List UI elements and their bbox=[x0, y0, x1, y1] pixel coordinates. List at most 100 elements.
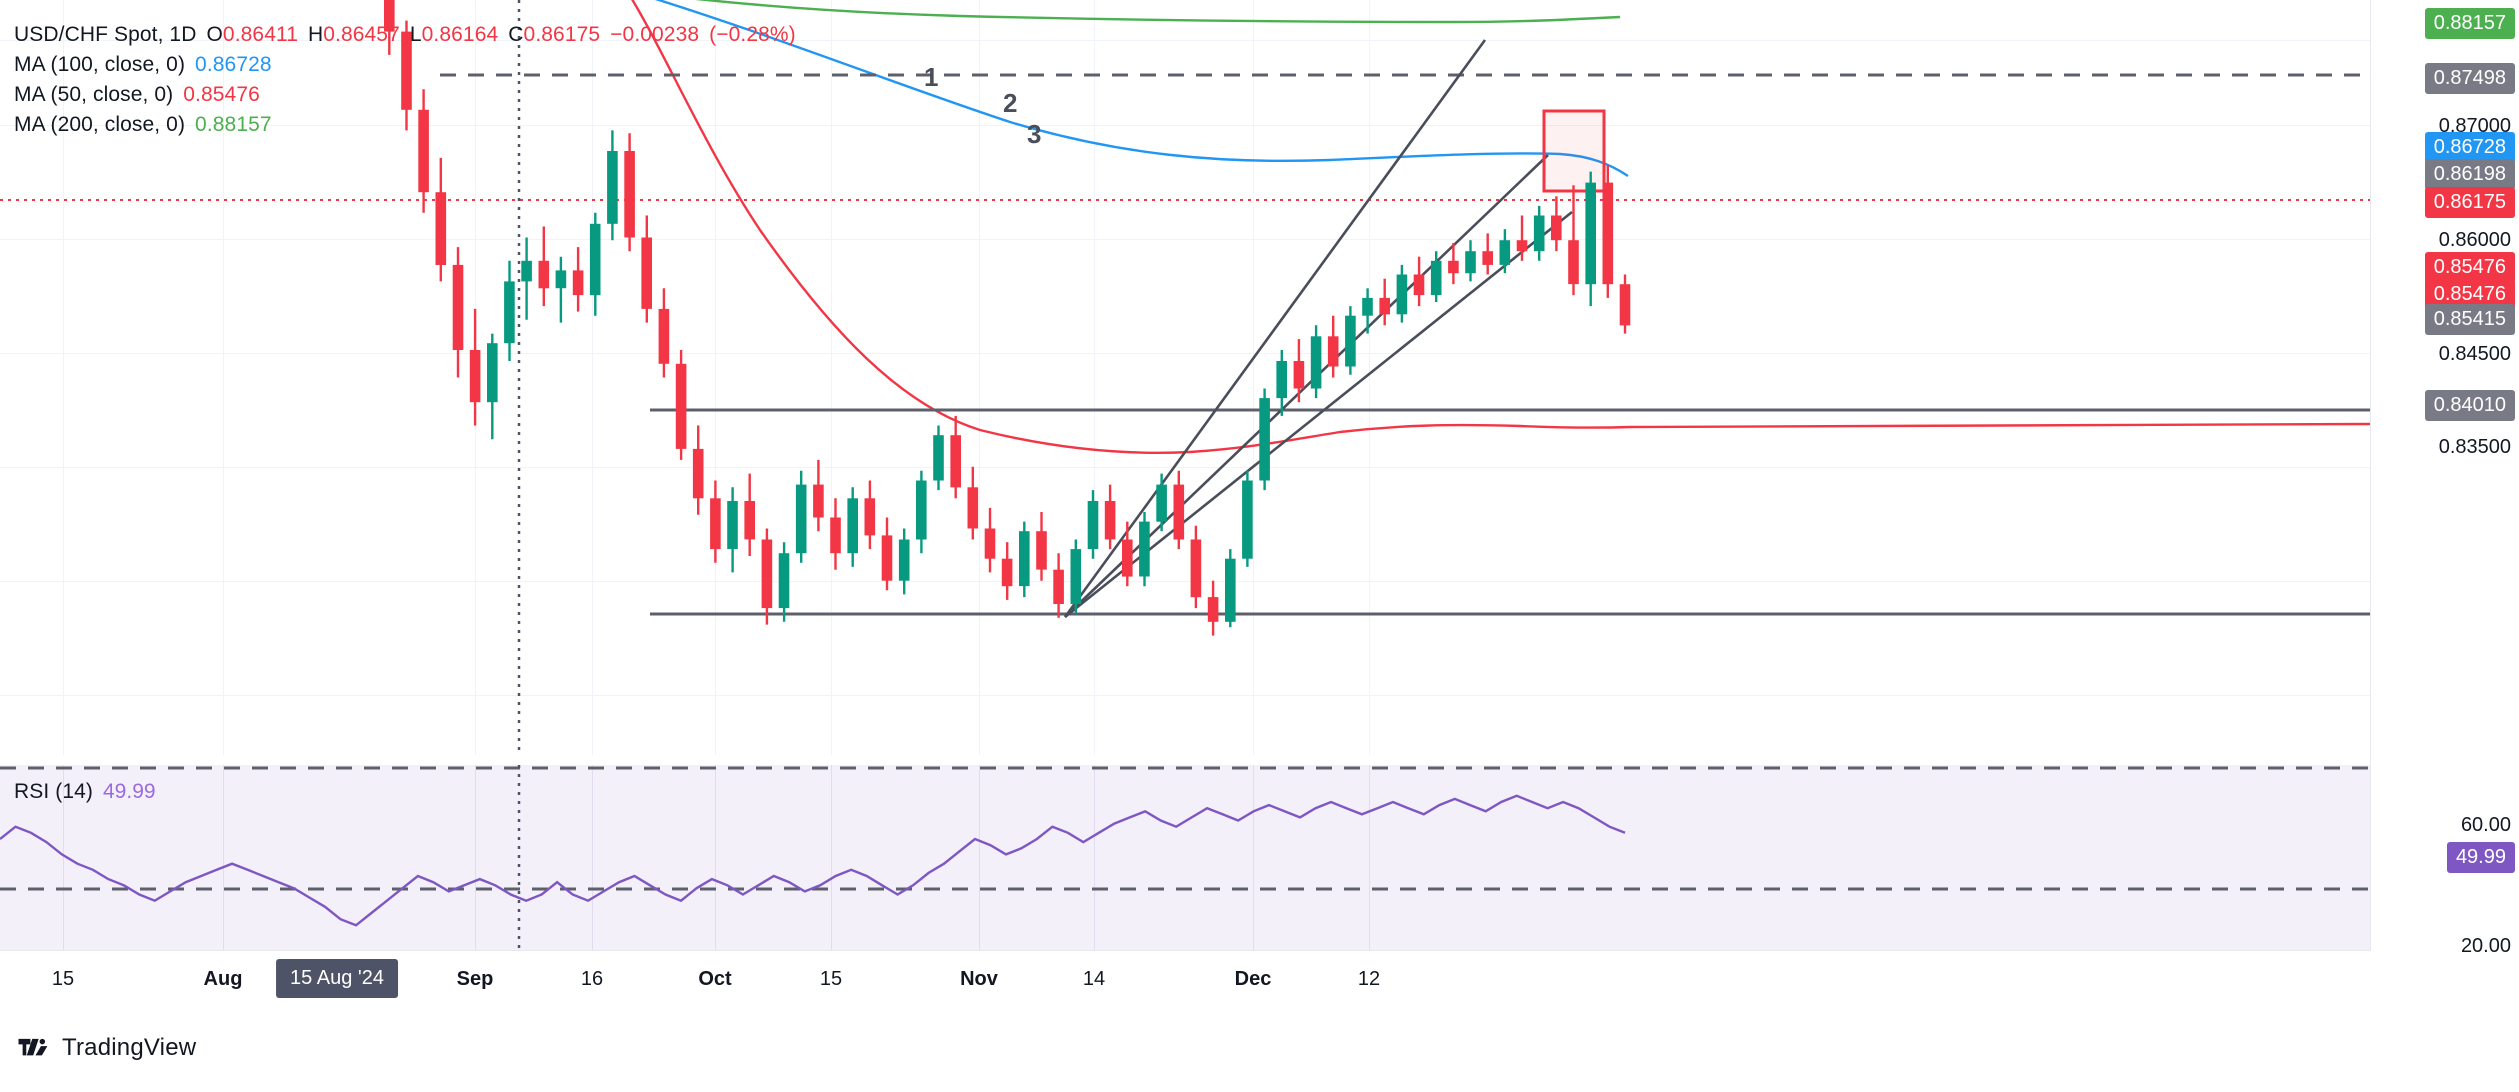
candle-body bbox=[795, 484, 807, 554]
candle-body bbox=[1413, 274, 1425, 296]
candle-body bbox=[984, 528, 996, 559]
candle-body bbox=[727, 501, 738, 549]
tradingview-logo-text: TradingView bbox=[62, 1034, 197, 1061]
price-tick-0.84500: 0.84500 bbox=[2438, 343, 2511, 365]
candle-body bbox=[1122, 539, 1133, 577]
candle-body bbox=[641, 237, 652, 309]
candle-body bbox=[1516, 240, 1528, 252]
candle-body bbox=[933, 435, 944, 481]
candle-body bbox=[452, 264, 464, 350]
candle-body bbox=[1139, 521, 1150, 577]
candle-body bbox=[1053, 569, 1064, 604]
candle-body bbox=[1568, 240, 1579, 285]
candle-body bbox=[1225, 558, 1236, 622]
candle-body bbox=[624, 151, 635, 238]
vertical-gridlines bbox=[63, 0, 1370, 755]
price-axis[interactable]: 0.87000 0.86000 0.84500 0.83500 0.88157 … bbox=[2370, 0, 2519, 956]
candle-body bbox=[1190, 539, 1202, 598]
candle-body bbox=[847, 498, 858, 554]
time-tick-6: Nov bbox=[960, 968, 998, 990]
footer: TradingView bbox=[0, 1022, 2519, 1092]
candle-body bbox=[401, 31, 412, 110]
candle-body bbox=[572, 270, 584, 296]
price-tick-0.83500: 0.83500 bbox=[2438, 436, 2511, 458]
candle-body bbox=[761, 539, 773, 609]
trendline-label-3: 3 bbox=[1027, 119, 1042, 149]
candle-body bbox=[555, 270, 567, 289]
price-badge-level-0.86198: 0.86198 bbox=[2424, 159, 2515, 190]
time-tick-4: Oct bbox=[698, 968, 732, 990]
trendline-label-2: 2 bbox=[1003, 88, 1018, 118]
price-chart-pane[interactable]: 1 2 3 bbox=[0, 0, 2371, 755]
ma200-line bbox=[694, 0, 1621, 24]
candle-body bbox=[1345, 315, 1356, 367]
candle-body bbox=[1019, 531, 1030, 587]
time-tick-1: Aug bbox=[203, 968, 243, 990]
rsi-name: RSI (14) bbox=[14, 780, 93, 803]
candle-body bbox=[1070, 549, 1082, 604]
candle-body bbox=[1619, 284, 1631, 326]
time-tick-2: Sep bbox=[456, 968, 494, 990]
candle-body bbox=[1310, 336, 1322, 389]
candle-body bbox=[813, 484, 824, 518]
candle-body bbox=[607, 151, 618, 224]
candle-body bbox=[1448, 260, 1459, 274]
price-badge-last-price: 0.86175 bbox=[2424, 187, 2515, 218]
candle-body bbox=[521, 260, 532, 282]
rsi-line bbox=[0, 794, 1626, 927]
candle-body bbox=[1259, 398, 1270, 481]
candle-body bbox=[1362, 297, 1373, 316]
candle-body bbox=[692, 448, 704, 499]
candle-body bbox=[658, 308, 670, 364]
candle-body bbox=[1087, 501, 1099, 549]
candle-body bbox=[1156, 484, 1167, 522]
candle-body bbox=[1242, 480, 1253, 559]
rsi-badge-value: 49.99 bbox=[2446, 842, 2515, 873]
rsi-legend[interactable]: RSI (14) 49.99 bbox=[14, 777, 156, 807]
candle-body bbox=[898, 539, 910, 581]
price-badge-ma50: 0.85476 bbox=[2424, 252, 2515, 283]
time-axis[interactable]: 15 Aug Sep 16 Oct 15 Nov 14 Dec 12 15 Au… bbox=[0, 950, 2371, 1012]
trendline-1 bbox=[1063, 39, 1487, 618]
candle-body bbox=[1207, 597, 1219, 622]
price-badge-ma100: 0.86728 bbox=[2424, 132, 2515, 163]
rsi-svg bbox=[0, 765, 2371, 950]
time-tick-3: 16 bbox=[580, 968, 604, 990]
tradingview-logo[interactable]: TradingView bbox=[18, 1034, 196, 1062]
candle-body bbox=[504, 281, 515, 344]
time-tick-7: 14 bbox=[1082, 968, 1106, 990]
price-badge-resistance-0.85415: 0.85415 bbox=[2424, 304, 2515, 335]
candle-body bbox=[1499, 240, 1511, 265]
rsi-vertical-gridlines bbox=[63, 765, 1370, 950]
rsi-tick-20: 20.00 bbox=[2460, 935, 2511, 957]
candle-body bbox=[1036, 531, 1047, 570]
candle-body bbox=[1173, 484, 1185, 540]
ma50-line-projection bbox=[1629, 422, 2371, 429]
candle-body bbox=[1585, 182, 1596, 285]
rsi-value: 49.99 bbox=[103, 780, 156, 803]
time-tick-8: Dec bbox=[1234, 968, 1272, 990]
ma50-line bbox=[631, 0, 1631, 454]
candle-body bbox=[1276, 361, 1287, 399]
horizontal-gridlines bbox=[0, 40, 2371, 696]
candle-body bbox=[1482, 251, 1493, 265]
price-badge-level-0.87498: 0.87498 bbox=[2424, 63, 2515, 94]
price-badge-support-0.84010: 0.84010 bbox=[2424, 390, 2515, 421]
candle-body bbox=[418, 109, 429, 193]
ma100-line bbox=[654, 0, 1629, 177]
candle-body bbox=[1602, 182, 1614, 285]
candle-body bbox=[487, 343, 498, 403]
candle-body bbox=[950, 435, 961, 488]
price-tick-0.87000: 0.87000 bbox=[2438, 115, 2511, 137]
trendline-2 bbox=[1064, 154, 1549, 618]
price-tick-0.86000: 0.86000 bbox=[2438, 229, 2511, 251]
candle-body bbox=[1430, 260, 1442, 296]
rsi-pane[interactable]: RSI (14) 49.99 bbox=[0, 765, 2371, 950]
candle-body bbox=[384, 0, 395, 32]
candle-body bbox=[1551, 215, 1562, 241]
candle-body bbox=[881, 535, 893, 581]
candle-body bbox=[538, 260, 550, 289]
candle-body bbox=[1533, 215, 1545, 252]
rsi-tick-60: 60.00 bbox=[2460, 814, 2511, 836]
